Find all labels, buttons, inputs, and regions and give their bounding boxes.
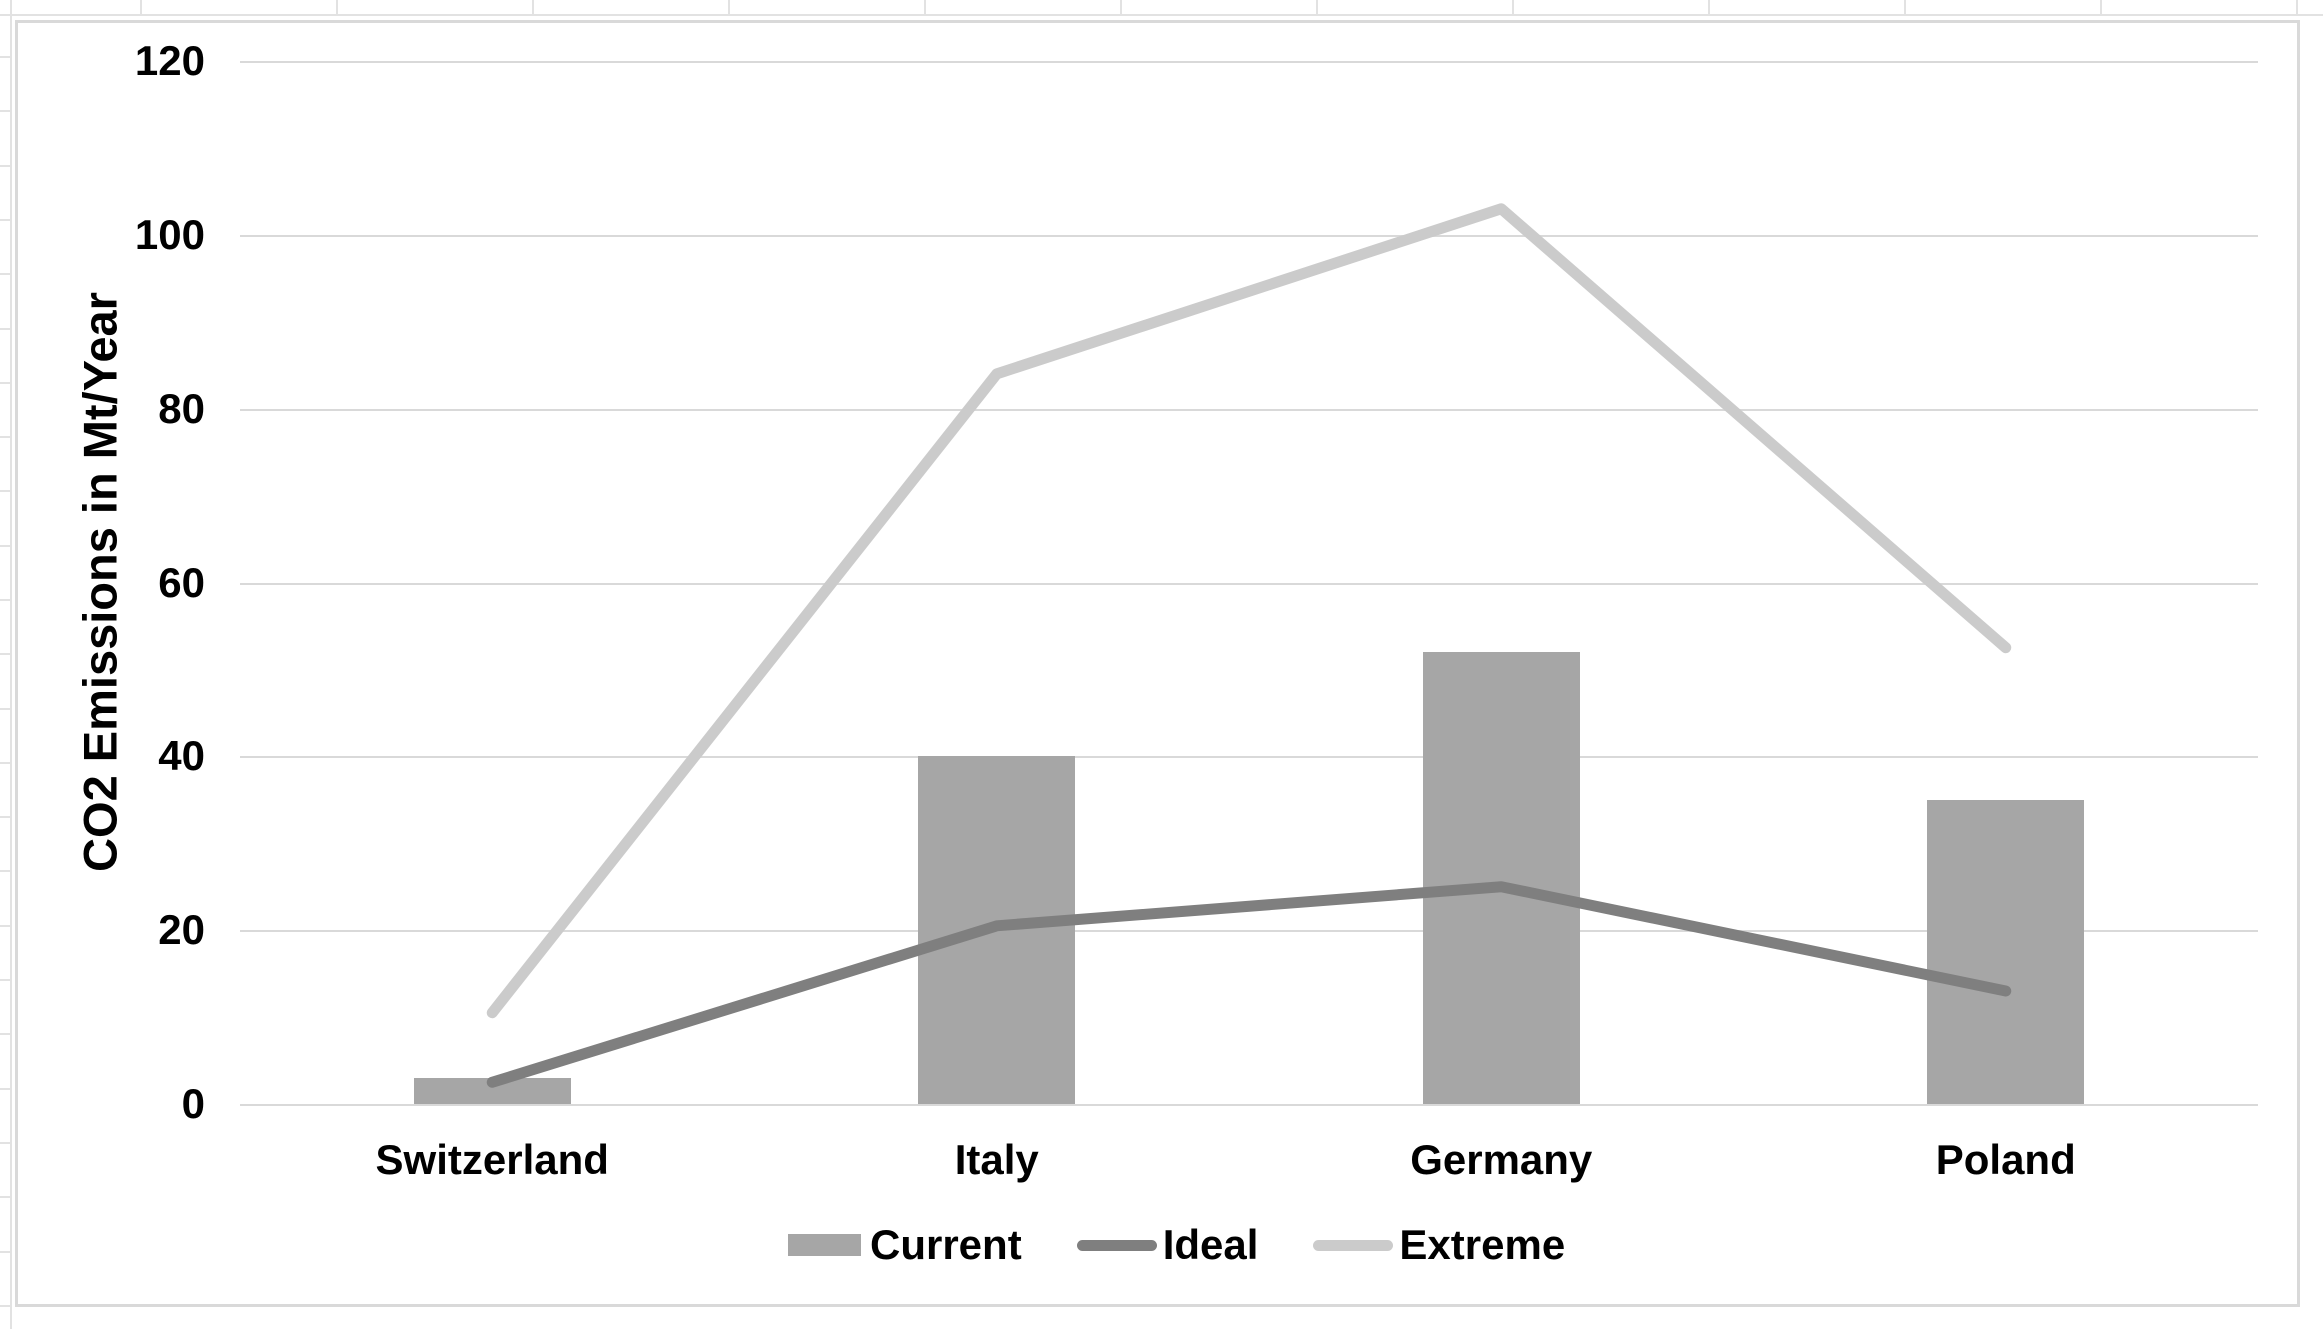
sheet-gridline [0, 219, 10, 221]
sheet-gridline [0, 273, 10, 275]
sheet-gridline [0, 653, 10, 655]
legend-swatch-bar-current [788, 1234, 861, 1256]
sheet-gridline [532, 0, 534, 15]
sheet-gridline [0, 14, 2323, 16]
sheet-gridline [0, 382, 10, 384]
sheet-gridline [0, 490, 10, 492]
sheet-gridline [0, 925, 10, 927]
chart-legend: Current Ideal Extreme [788, 1221, 1565, 1269]
sheet-gridline [1120, 0, 1122, 15]
sheet-gridline [0, 708, 10, 710]
bar-current-poland[interactable] [1927, 799, 2085, 1104]
sheet-gridline [336, 0, 338, 15]
gridline-y-60 [240, 582, 2258, 585]
sheet-gridline [0, 1142, 10, 1144]
x-category-label-italy: Italy [954, 1136, 1039, 1183]
legend-label-extreme: Extreme [1399, 1221, 1566, 1268]
legend-label-current: Current [870, 1221, 1022, 1268]
legend-label-ideal: Ideal [1162, 1221, 1259, 1268]
legend-swatch-line-ideal [1076, 1239, 1157, 1251]
sheet-gridline [10, 0, 12, 1329]
sheet-gridline [924, 0, 926, 15]
sheet-gridline [0, 545, 10, 547]
legend-swatch-line-extreme [1313, 1239, 1394, 1251]
sheet-gridline [1904, 0, 1906, 15]
legend-item-current[interactable]: Current [788, 1221, 1022, 1269]
sheet-gridline [0, 599, 10, 601]
sheet-gridline [0, 1196, 10, 1198]
gridline-y-40 [240, 756, 2258, 759]
sheet-gridline [2296, 0, 2298, 15]
gridline-y-0 [240, 1104, 2258, 1106]
sheet-gridline [140, 0, 142, 15]
sheet-gridline [728, 0, 730, 15]
gridline-y-80 [240, 408, 2258, 411]
y-tick-label-100: 100 [134, 210, 205, 258]
sheet-gridline [0, 762, 10, 764]
legend-item-extreme[interactable]: Extreme [1313, 1221, 1565, 1269]
sheet-gridline [1708, 0, 1710, 15]
y-tick-label-0: 0 [181, 1080, 205, 1127]
sheet-gridline [2100, 0, 2102, 15]
sheet-gridline [0, 165, 10, 167]
sheet-gridline [0, 110, 10, 112]
chart-frame[interactable] [15, 20, 2300, 1307]
sheet-gridline [0, 328, 10, 330]
bar-current-germany[interactable] [1422, 652, 1580, 1104]
y-tick-label-120: 120 [134, 37, 205, 84]
sheet-gridline [0, 1088, 10, 1090]
sheet-gridline [0, 1305, 10, 1307]
x-category-label-switzerland: Switzerland [375, 1136, 609, 1183]
sheet-gridline [0, 870, 10, 872]
sheet-gridline [0, 979, 10, 981]
bar-current-italy[interactable] [918, 756, 1076, 1104]
sheet-gridline [0, 436, 10, 438]
gridline-y-100 [240, 234, 2258, 237]
y-tick-label-40: 40 [158, 732, 205, 780]
y-tick-label-60: 60 [158, 558, 205, 606]
sheet-gridline [0, 1251, 10, 1253]
y-tick-label-80: 80 [158, 384, 205, 432]
sheet-gridline [0, 56, 10, 58]
y-tick-label-20: 20 [158, 906, 205, 954]
legend-item-ideal[interactable]: Ideal [1076, 1221, 1259, 1269]
bar-current-switzerland[interactable] [413, 1077, 571, 1104]
x-category-label-germany: Germany [1410, 1136, 1593, 1183]
x-category-label-poland: Poland [1935, 1136, 2076, 1183]
sheet-gridline [1512, 0, 1514, 15]
sheet-gridline [1316, 0, 1318, 15]
sheet-gridline [0, 1033, 10, 1035]
sheet-gridline [0, 816, 10, 818]
gridline-y-120 [240, 61, 2258, 63]
